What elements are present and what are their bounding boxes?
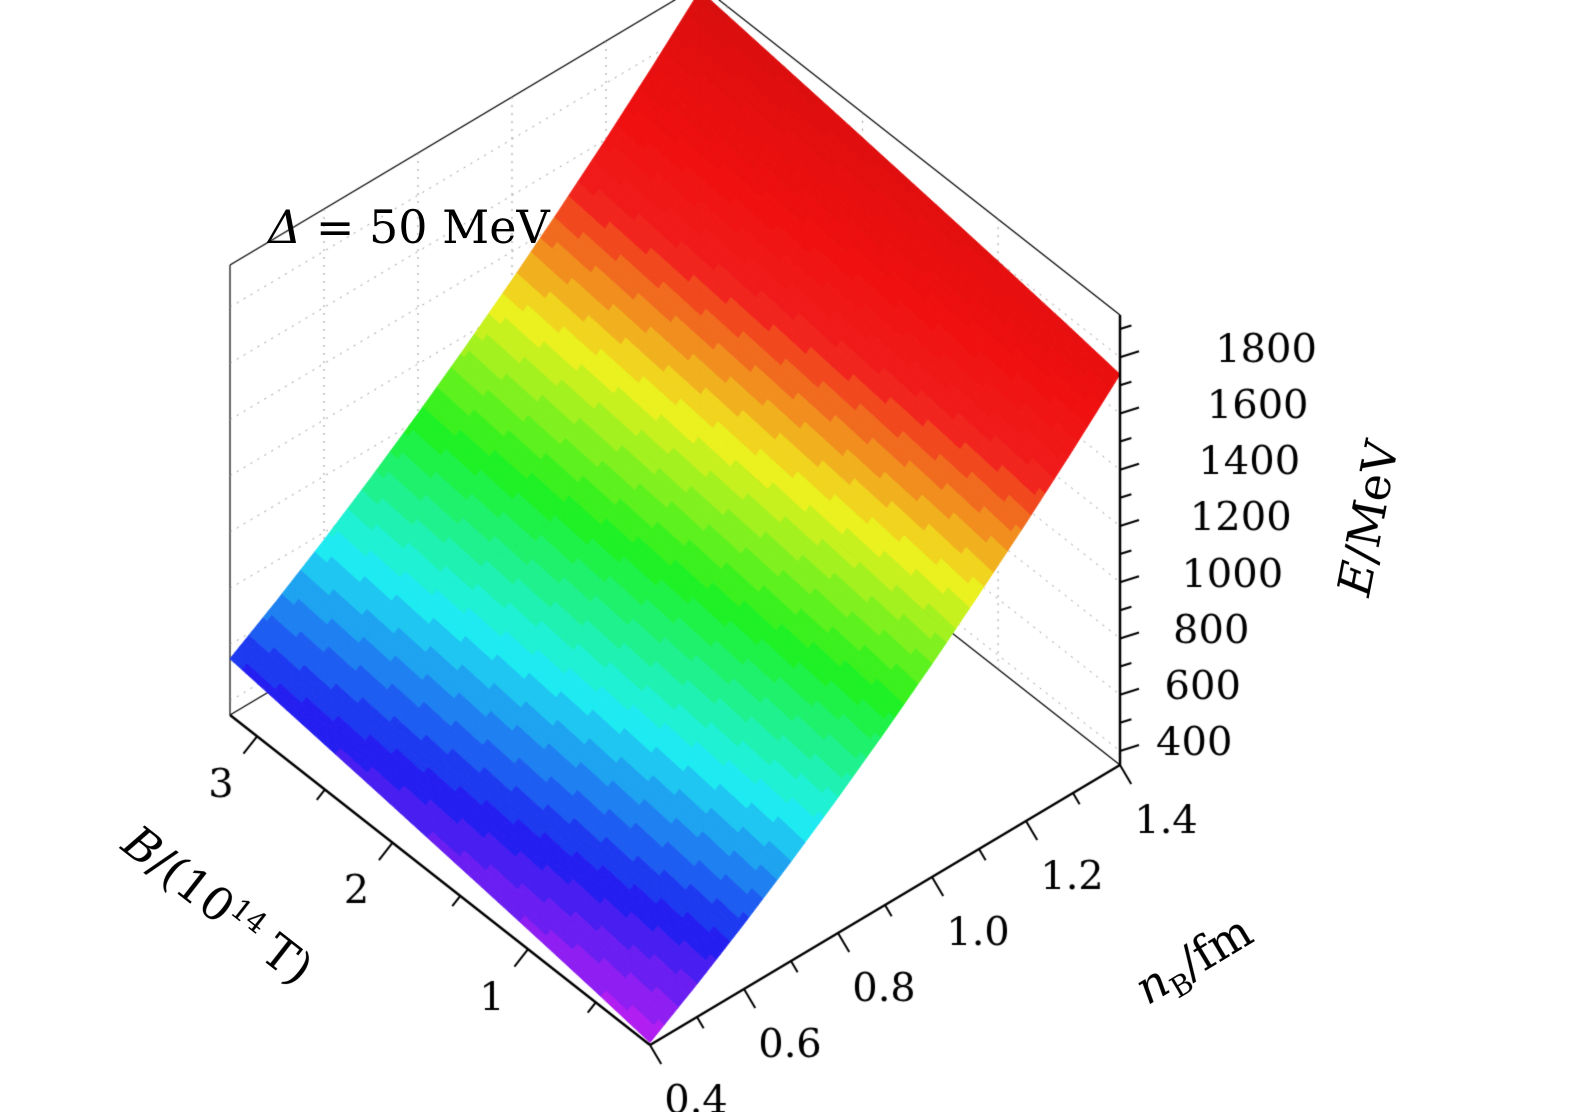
delta-annotation: Δ = 50 MeV — [268, 200, 550, 254]
delta-symbol: Δ — [268, 200, 302, 254]
delta-annotation-text: = 50 MeV — [301, 200, 550, 254]
